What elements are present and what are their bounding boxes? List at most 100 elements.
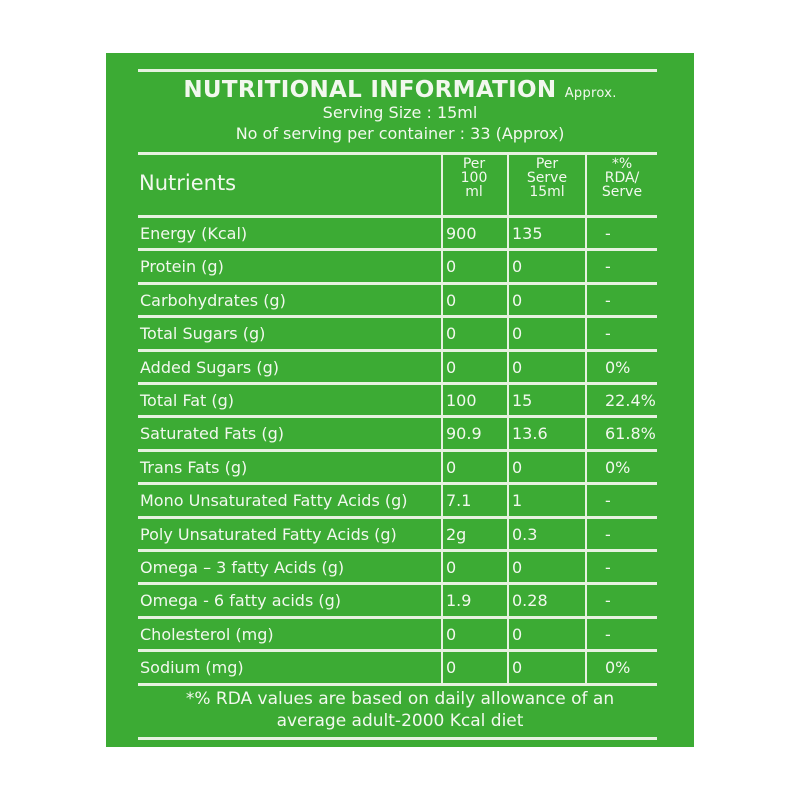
rda-value: - xyxy=(605,324,611,344)
table-row: Energy (Kcal) 900 135 - xyxy=(138,217,657,250)
nutrient-name: Cholesterol (mg) xyxy=(140,624,274,644)
nutrient-name: Poly Unsaturated Fatty Acids (g) xyxy=(140,524,397,544)
rda-value: 0% xyxy=(605,357,631,377)
nutrient-name: Energy (Kcal) xyxy=(140,224,248,243)
divider xyxy=(138,215,657,218)
table-row: Omega – 3 fatty Acids (g) 0 0 - xyxy=(138,551,657,584)
rda-value: - xyxy=(605,491,611,511)
nutrient-name: Carbohydrates (g) xyxy=(140,290,286,310)
per-serve-value: 0 xyxy=(512,457,523,477)
rda-value: 0% xyxy=(605,658,631,678)
per-serve-header: Per Serve 15ml xyxy=(526,156,568,200)
table-row: Protein (g) 0 0 - xyxy=(138,250,657,283)
divider xyxy=(138,549,657,552)
per-100ml-value: 7.1 xyxy=(446,491,472,511)
per-serve-value: 1 xyxy=(512,491,523,511)
rda-value: 0% xyxy=(605,457,631,477)
per-100ml-value: 900 xyxy=(446,224,477,243)
per-100ml-value: 0 xyxy=(446,658,457,678)
per-100ml-value: 0 xyxy=(446,558,457,577)
rda-value: - xyxy=(605,290,611,310)
rda-header: *% RDA/Serve xyxy=(601,156,643,200)
per-100ml-value: 0 xyxy=(446,624,457,644)
divider xyxy=(138,448,657,452)
table-row: Sodium (mg) 0 0 0% xyxy=(138,651,657,684)
table-row: Omega - 6 fatty acids (g) 1.9 0.28 - xyxy=(138,584,657,617)
nutrient-name: Omega - 6 fatty acids (g) xyxy=(140,591,341,611)
rda-value: - xyxy=(605,224,611,243)
per-serve-value: 0 xyxy=(512,290,523,310)
per-100ml-value: 0 xyxy=(446,290,457,310)
per-serve-value: 0 xyxy=(512,624,523,644)
per-serve-value: 13.6 xyxy=(512,424,548,444)
serving-size: Serving Size : 15ml xyxy=(322,103,478,122)
per-100ml-value: 90.9 xyxy=(446,424,482,444)
nutrient-name: Saturated Fats (g) xyxy=(140,424,284,444)
nutrient-name: Mono Unsaturated Fatty Acids (g) xyxy=(140,491,408,511)
rda-value: 22.4% xyxy=(605,391,656,410)
per-serve-value: 0 xyxy=(512,357,523,377)
per-serve-value: 0 xyxy=(512,324,523,344)
label-title: NUTRITIONAL INFORMATION Approx. xyxy=(106,77,694,103)
divider xyxy=(138,152,657,155)
nutrient-name: Added Sugars (g) xyxy=(140,357,279,377)
per-100ml-value: 0 xyxy=(446,324,457,344)
divider xyxy=(138,348,657,352)
divider xyxy=(138,315,657,319)
per-serve-value: 0.28 xyxy=(512,591,548,611)
rda-value: - xyxy=(605,524,611,544)
per-100ml-value: 0 xyxy=(446,357,457,377)
rda-value: 61.8% xyxy=(605,424,656,444)
divider xyxy=(138,615,657,619)
per-100ml-value: 1.9 xyxy=(446,591,472,611)
per-100ml-value: 100 xyxy=(446,391,477,410)
per-serve-value: 0 xyxy=(512,658,523,678)
table-row: Added Sugars (g) 0 0 0% xyxy=(138,351,657,384)
per-100ml-value: 2g xyxy=(446,524,467,544)
title-suffix: Approx. xyxy=(564,86,617,101)
divider xyxy=(138,682,657,686)
table-row: Trans Fats (g) 0 0 0% xyxy=(138,451,657,484)
divider xyxy=(138,69,657,72)
nutrient-name: Omega – 3 fatty Acids (g) xyxy=(140,558,345,577)
rda-value: - xyxy=(605,591,611,611)
nutrients-header: Nutrients xyxy=(139,171,237,195)
per-serve-value: 0.3 xyxy=(512,524,538,544)
nutrient-name: Total Sugars (g) xyxy=(140,324,266,344)
divider xyxy=(138,582,657,586)
divider xyxy=(138,515,657,519)
rda-value: - xyxy=(605,624,611,644)
column-divider xyxy=(507,153,509,684)
table-row: Total Sugars (g) 0 0 - xyxy=(138,317,657,350)
rda-value: - xyxy=(605,257,611,277)
table-row: Poly Unsaturated Fatty Acids (g) 2g 0.3 - xyxy=(138,518,657,551)
divider xyxy=(138,482,657,486)
per-serve-value: 135 xyxy=(512,224,543,243)
title-text: NUTRITIONAL INFORMATION xyxy=(183,77,557,103)
divider xyxy=(138,649,657,653)
column-divider xyxy=(585,153,587,684)
nutrient-name: Sodium (mg) xyxy=(140,658,244,678)
divider xyxy=(138,415,657,419)
per-100ml-value: 0 xyxy=(446,457,457,477)
footnote: *% RDA values are based on daily allowan… xyxy=(185,689,615,731)
table-row: Cholesterol (mg) 0 0 - xyxy=(138,618,657,651)
servings-per-container: No of serving per container : 33 (Approx… xyxy=(235,124,565,143)
table-row: Total Fat (g) 100 15 22.4% xyxy=(138,384,657,417)
per-serve-value: 0 xyxy=(512,257,523,277)
table-row: Carbohydrates (g) 0 0 - xyxy=(138,284,657,317)
nutrient-name: Protein (g) xyxy=(140,257,224,277)
per-100ml-header: Per 100 ml xyxy=(460,156,488,200)
nutrient-name: Total Fat (g) xyxy=(140,391,234,410)
column-divider xyxy=(441,153,443,684)
per-serve-value: 15 xyxy=(512,391,533,410)
nutrition-label: NUTRITIONAL INFORMATION Approx. Serving … xyxy=(106,53,694,747)
nutrient-name: Trans Fats (g) xyxy=(140,457,248,477)
table-row: Saturated Fats (g) 90.9 13.6 61.8% xyxy=(138,417,657,450)
divider xyxy=(138,281,657,285)
table-row: Mono Unsaturated Fatty Acids (g) 7.1 1 - xyxy=(138,484,657,517)
divider xyxy=(138,248,657,252)
per-serve-value: 0 xyxy=(512,558,523,577)
rda-value: - xyxy=(605,558,611,577)
divider xyxy=(138,382,657,385)
